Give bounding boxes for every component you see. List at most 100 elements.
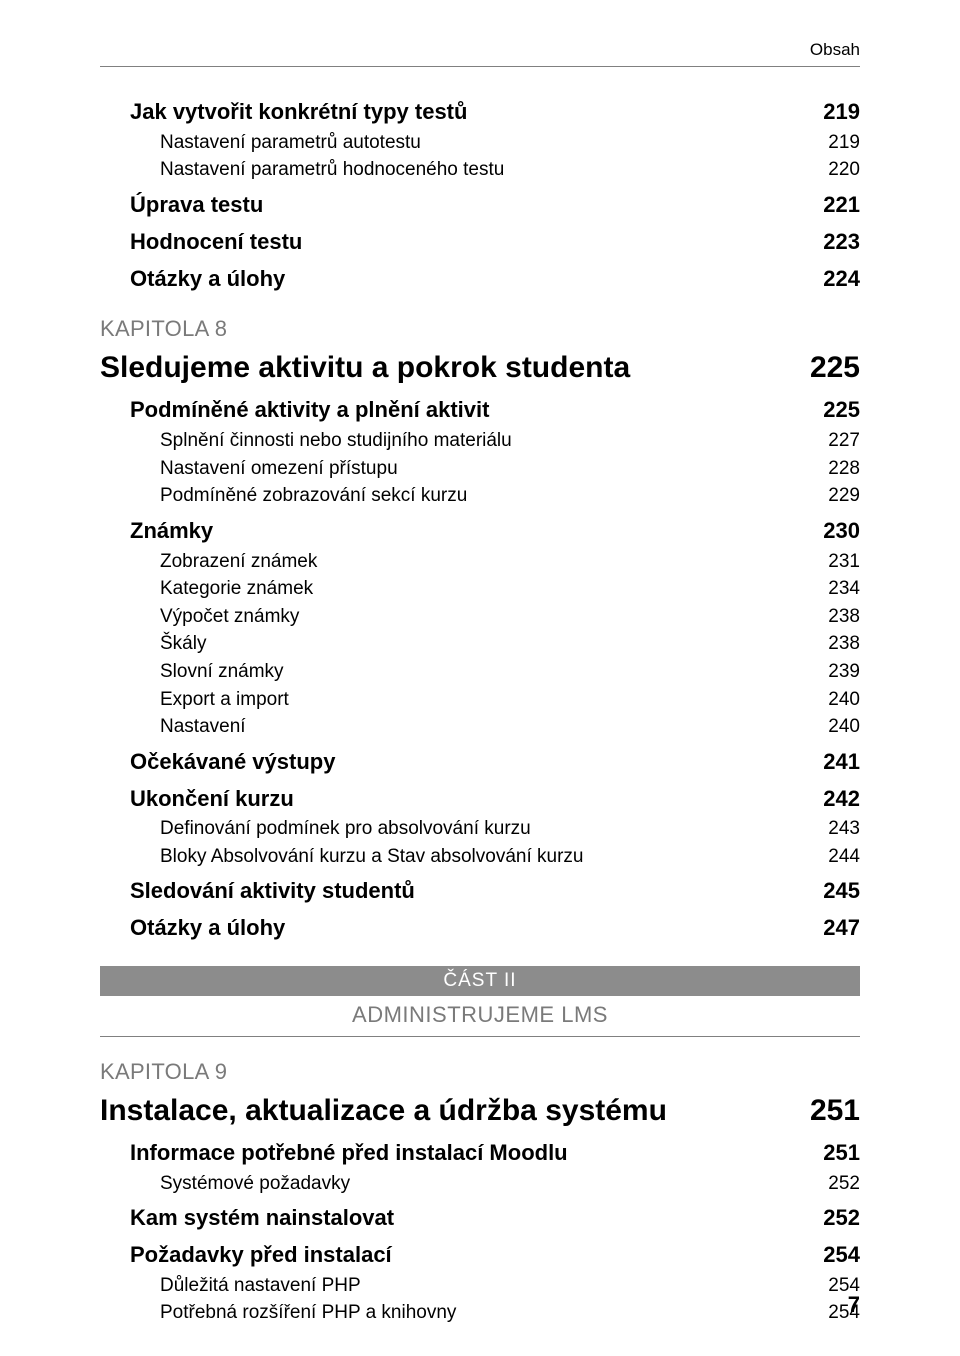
toc-row: Důležitá nastavení PHP254 xyxy=(100,1273,860,1300)
top-rule xyxy=(100,66,860,67)
toc-row: Podmíněné zobrazování sekcí kurzu229 xyxy=(100,483,860,510)
chapter-kicker: KAPITOLA 8 xyxy=(100,314,860,345)
toc-row: Známky230 xyxy=(100,516,860,547)
toc-page-number: 251 xyxy=(823,1138,860,1169)
toc-row: Potřebná rozšíření PHP a knihovny254 xyxy=(100,1300,860,1327)
chapter-kicker-label: KAPITOLA 9 xyxy=(100,1057,227,1088)
toc-page-number: 238 xyxy=(828,631,860,658)
toc-label: Důležitá nastavení PHP xyxy=(160,1273,361,1300)
toc-label: Jak vytvořit konkrétní typy testů xyxy=(130,97,467,128)
toc-page-number: 220 xyxy=(828,157,860,184)
toc-row: Nastavení omezení přístupu 228 xyxy=(100,456,860,483)
toc-page-number: 244 xyxy=(828,844,860,871)
toc-row: Kam systém nainstalovat 252 xyxy=(100,1203,860,1234)
toc-row: Bloky Absolvování kurzu a Stav absolvová… xyxy=(100,844,860,871)
running-head: Obsah xyxy=(100,40,860,60)
toc-label: Škály xyxy=(160,631,206,658)
toc-page-number: 245 xyxy=(823,876,860,907)
footer-page-number: 7 xyxy=(848,1292,860,1318)
toc-label: Systémové požadavky xyxy=(160,1171,350,1198)
toc-label: Splnění činnosti nebo studijního materiá… xyxy=(160,428,512,455)
toc-row: Otázky a úlohy 224 xyxy=(100,264,860,295)
toc-page-number: 251 xyxy=(810,1090,860,1132)
toc-row: Podmíněné aktivity a plnění aktivit 225 xyxy=(100,395,860,426)
toc-row: Nastavení parametrů autotestu 219 xyxy=(100,130,860,157)
part-subtitle: ADMINISTRUJEME LMS xyxy=(100,996,860,1028)
toc-label: Nastavení parametrů hodnoceného testu xyxy=(160,157,504,184)
toc-label: Očekávané výstupy xyxy=(130,747,335,778)
toc-page-number: 221 xyxy=(823,190,860,221)
toc-page-number: 228 xyxy=(828,456,860,483)
toc-row: Výpočet známky 238 xyxy=(100,604,860,631)
toc-page-number: 240 xyxy=(828,687,860,714)
toc-row: Export a import 240 xyxy=(100,687,860,714)
toc-label: Zobrazení známek xyxy=(160,549,317,576)
toc-label: Slovní známky xyxy=(160,659,284,686)
toc-page-number: 243 xyxy=(828,816,860,843)
toc-page-number: 231 xyxy=(828,549,860,576)
toc-label: Definování podmínek pro absolvování kurz… xyxy=(160,816,531,843)
toc-page-number: 225 xyxy=(810,347,860,389)
toc-row: Požadavky před instalací 254 xyxy=(100,1240,860,1271)
toc-label: Bloky Absolvování kurzu a Stav absolvová… xyxy=(160,844,584,871)
toc-page-number: 238 xyxy=(828,604,860,631)
toc-row: Systémové požadavky 252 xyxy=(100,1171,860,1198)
toc-label: Export a import xyxy=(160,687,289,714)
toc-label: Otázky a úlohy xyxy=(130,913,285,944)
chapter-kicker: KAPITOLA 9 xyxy=(100,1057,860,1088)
toc-label: Ukončení kurzu xyxy=(130,784,294,815)
toc-row: Informace potřebné před instalací Moodlu… xyxy=(100,1138,860,1169)
toc-page-number: 219 xyxy=(823,97,860,128)
toc-page-number: 252 xyxy=(823,1203,860,1234)
toc-label: Podmíněné zobrazování sekcí kurzu xyxy=(160,483,467,510)
toc-label: Podmíněné aktivity a plnění aktivit xyxy=(130,395,489,426)
toc-page-number: 239 xyxy=(828,659,860,686)
chapter-title-row: Sledujeme aktivitu a pokrok studenta225 xyxy=(100,347,860,389)
toc-label: Hodnocení testu xyxy=(130,227,302,258)
toc-label: Požadavky před instalací xyxy=(130,1240,392,1271)
toc-row: Splnění činnosti nebo studijního materiá… xyxy=(100,428,860,455)
toc-label: Informace potřebné před instalací Moodlu xyxy=(130,1138,568,1169)
toc-page-number: 219 xyxy=(828,130,860,157)
toc-row: Sledování aktivity studentů 245 xyxy=(100,876,860,907)
toc-page-number: 240 xyxy=(828,714,860,741)
toc-page-number: 241 xyxy=(823,747,860,778)
part-bar: ČÁST II xyxy=(100,966,860,996)
toc-row: Zobrazení známek 231 xyxy=(100,549,860,576)
toc-row: Očekávané výstupy 241 xyxy=(100,747,860,778)
toc-label: Nastavení parametrů autotestu xyxy=(160,130,421,157)
toc-row: Definování podmínek pro absolvování kurz… xyxy=(100,816,860,843)
toc-row: Nastavení 240 xyxy=(100,714,860,741)
toc-label: Výpočet známky xyxy=(160,604,299,631)
chapter-title-row: Instalace, aktualizace a údržba systému 2… xyxy=(100,1090,860,1132)
toc-row: Nastavení parametrů hodnoceného testu 220 xyxy=(100,157,860,184)
toc-page-number: 225 xyxy=(823,395,860,426)
toc-page-number: 254 xyxy=(823,1240,860,1271)
toc-page-number: 242 xyxy=(823,784,860,815)
toc-row: Hodnocení testu 223 xyxy=(100,227,860,258)
toc-label: Nastavení omezení přístupu xyxy=(160,456,398,483)
toc-label: Nastavení xyxy=(160,714,246,741)
toc-row: Slovní známky 239 xyxy=(100,659,860,686)
toc-label: Otázky a úlohy xyxy=(130,264,285,295)
toc-row: Škály 238 xyxy=(100,631,860,658)
part-rule xyxy=(100,1036,860,1037)
toc-row: Kategorie známek234 xyxy=(100,576,860,603)
toc-page-number: 227 xyxy=(828,428,860,455)
chapter-kicker-label: KAPITOLA 8 xyxy=(100,314,227,345)
toc-row: Otázky a úlohy 247 xyxy=(100,913,860,944)
toc-label: Úprava testu xyxy=(130,190,263,221)
table-of-contents: Jak vytvořit konkrétní typy testů219Nast… xyxy=(100,97,860,1327)
toc-page-number: 224 xyxy=(823,264,860,295)
toc-page-number: 247 xyxy=(823,913,860,944)
toc-label: Známky xyxy=(130,516,213,547)
part-divider: ČÁST IIADMINISTRUJEME LMS xyxy=(100,966,860,1037)
toc-page-number: 234 xyxy=(828,576,860,603)
toc-label: Instalace, aktualizace a údržba systému xyxy=(100,1090,667,1132)
toc-row: Úprava testu 221 xyxy=(100,190,860,221)
toc-label: Sledování aktivity studentů xyxy=(130,876,415,907)
page-container: Obsah Jak vytvořit konkrétní typy testů 2… xyxy=(0,0,960,1327)
toc-label: Kam systém nainstalovat xyxy=(130,1203,394,1234)
toc-page-number: 252 xyxy=(828,1171,860,1198)
toc-page-number: 223 xyxy=(823,227,860,258)
